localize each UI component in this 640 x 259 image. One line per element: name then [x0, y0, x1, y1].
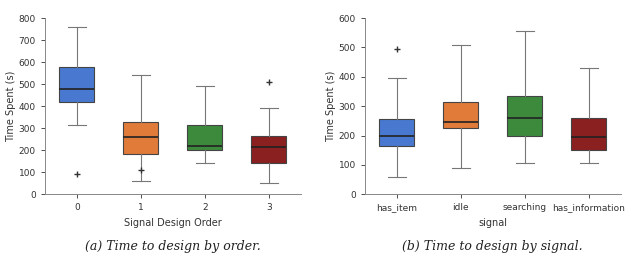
PathPatch shape — [60, 67, 95, 102]
Y-axis label: Time Spent (s): Time Spent (s) — [6, 70, 16, 142]
PathPatch shape — [571, 118, 607, 150]
Y-axis label: Time Spent (s): Time Spent (s) — [326, 70, 336, 142]
X-axis label: signal: signal — [478, 218, 508, 228]
Text: (a) Time to design by order.: (a) Time to design by order. — [85, 240, 260, 253]
PathPatch shape — [507, 96, 543, 135]
PathPatch shape — [443, 102, 479, 128]
Text: (b) Time to design by signal.: (b) Time to design by signal. — [403, 240, 583, 253]
PathPatch shape — [124, 122, 159, 154]
X-axis label: Signal Design Order: Signal Design Order — [124, 218, 221, 228]
PathPatch shape — [379, 119, 415, 146]
PathPatch shape — [252, 136, 287, 163]
PathPatch shape — [188, 125, 223, 150]
